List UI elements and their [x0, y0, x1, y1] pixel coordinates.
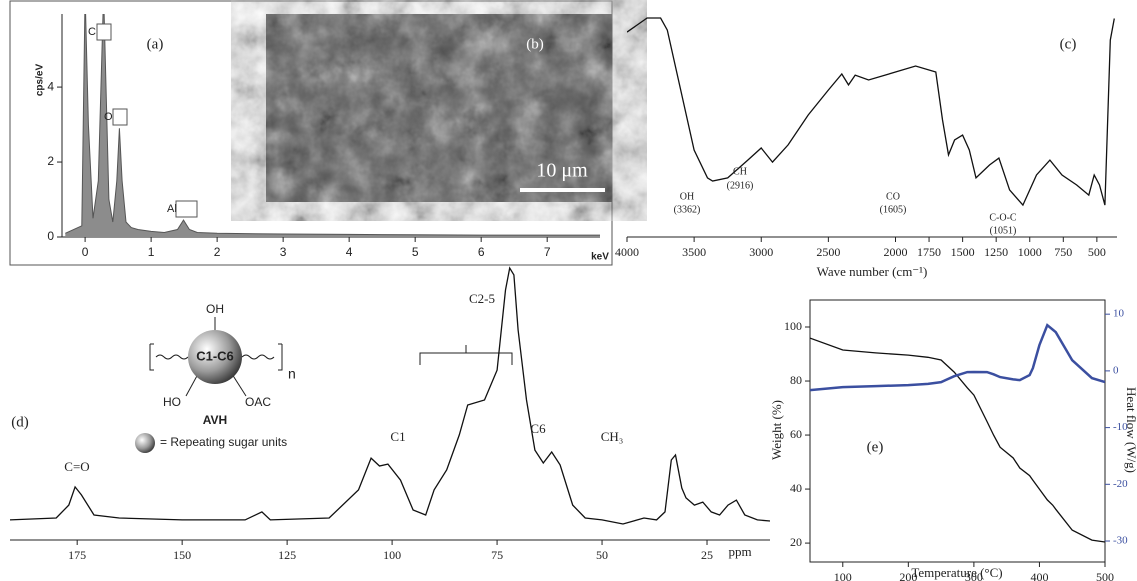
x-axis-label: keV	[591, 252, 609, 263]
structure-label: C1-C6	[196, 348, 234, 363]
annotation: (3362)	[674, 204, 701, 215]
x-tick-label: 100	[834, 570, 852, 581]
structure-label: OAC	[245, 395, 271, 409]
x-tick-label: 100	[383, 548, 401, 562]
peak-box	[112, 108, 128, 126]
x-tick-label: 750	[1054, 245, 1072, 259]
y-tick-label: 100	[784, 319, 802, 333]
y-tick-label: 40	[790, 481, 802, 495]
y-tick-label: 80	[790, 373, 802, 387]
line	[65, 14, 600, 236]
structure-label: = Repeating sugar units	[160, 435, 287, 449]
y-tick-label: 0	[47, 229, 54, 243]
x-tick-label: 25	[701, 548, 713, 562]
annotation: C-O-C	[989, 212, 1017, 223]
structure-label: n	[288, 366, 296, 382]
x-tick-label: 4000	[615, 245, 639, 259]
annotation: C=O	[64, 459, 89, 474]
annotation: C6	[530, 421, 546, 436]
structure-label: HO	[163, 395, 181, 409]
y2-tick-label: -30	[1113, 535, 1128, 547]
line	[627, 17, 1115, 207]
c2-5-bracket	[419, 345, 513, 365]
annotation: OH	[680, 191, 694, 202]
x-tick-label: 1	[148, 245, 155, 259]
annotation: Al	[167, 203, 177, 215]
x-tick-label: 75	[491, 548, 503, 562]
annotation: C	[88, 26, 96, 38]
x-axis-label: Temperature (°C)	[911, 565, 1002, 580]
panel-label: (c)	[1060, 36, 1077, 52]
y-tick-label: 20	[790, 535, 802, 549]
annotation: CH₃	[601, 429, 624, 444]
line	[810, 337, 1105, 543]
annotation: CH	[733, 166, 747, 177]
x-tick-label: 1750	[917, 245, 941, 259]
panel-label: (d)	[11, 414, 29, 430]
x-tick-label: 1000	[1018, 245, 1042, 259]
y-axis-label: Weight (%)	[769, 400, 784, 460]
y-axis-label: cps/eV	[35, 64, 46, 97]
y-tick-label: 2	[47, 154, 54, 168]
peak-box	[175, 200, 198, 218]
x-tick-label: 1500	[951, 245, 975, 259]
structure-label: OH	[206, 302, 224, 316]
line	[810, 323, 1105, 392]
y2-tick-label: -10	[1113, 421, 1128, 433]
x-tick-label: 4	[346, 245, 353, 259]
panel-label: (e)	[867, 439, 884, 455]
y2-tick-label: -20	[1113, 478, 1128, 490]
x-tick-label: 200	[899, 570, 917, 581]
x-tick-label: 5	[412, 245, 419, 259]
structure-label: AVH	[203, 413, 227, 427]
x-tick-label: 1250	[984, 245, 1008, 259]
x-tick-label: 175	[68, 548, 86, 562]
x-axis-label: Wave number (cm⁻¹)	[817, 264, 928, 279]
x-tick-label: 2500	[816, 245, 840, 259]
x-tick-label: 150	[173, 548, 191, 562]
x-tick-label: 50	[596, 548, 608, 562]
scale-bar-label: 10 μm	[536, 160, 588, 182]
x-tick-label: 500	[1096, 570, 1114, 581]
y-tick-label: 60	[790, 427, 802, 441]
annotation: (2916)	[727, 180, 754, 191]
x-tick-label: 7	[544, 245, 551, 259]
peak-box	[96, 23, 112, 41]
structure: OH C1-C6 n HO OAC AVH = Repeating sugar …	[135, 302, 296, 453]
x-tick-label: 2000	[883, 245, 907, 259]
annotation: C2-5	[469, 291, 495, 306]
sem-image: 10 μm (b)	[266, 14, 612, 202]
y2-tick-label: 0	[1113, 364, 1119, 376]
panel-label: (a)	[147, 36, 164, 52]
x-tick-label: 300	[965, 570, 983, 581]
annotation: O	[104, 111, 113, 123]
x-tick-label: 3500	[682, 245, 706, 259]
x-tick-label: 125	[278, 548, 296, 562]
x-tick-label: 400	[1030, 570, 1048, 581]
area	[65, 14, 600, 237]
line	[10, 266, 770, 525]
y2-tick-label: 10	[1113, 308, 1125, 320]
annotation: CO	[886, 191, 900, 202]
x-axis-label: ppm	[728, 544, 751, 559]
x-tick-label: 500	[1088, 245, 1106, 259]
y-tick-label: 4	[47, 79, 54, 93]
x-tick-label: 6	[478, 245, 485, 259]
panel-label: (b)	[526, 36, 544, 52]
x-tick-label: 3	[280, 245, 287, 259]
annotation: (1605)	[880, 204, 907, 215]
x-tick-label: 2	[214, 245, 221, 259]
y2-axis-label: Heat flow (W/g)	[1124, 387, 1137, 473]
x-tick-label: 3000	[749, 245, 773, 259]
annotation: C1	[390, 429, 405, 444]
x-tick-label: 0	[82, 245, 89, 259]
annotation: (1051)	[990, 225, 1017, 236]
